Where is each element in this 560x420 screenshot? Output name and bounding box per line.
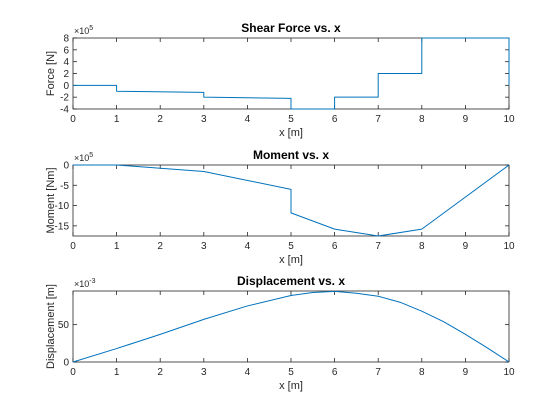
chart2-exponent-power: -3 [89, 278, 95, 285]
chart2-xtick-label: 8 [419, 367, 425, 378]
chart2-title: Displacement vs. x [237, 274, 345, 288]
chart1-xtick-label: 4 [245, 241, 251, 252]
chart1-axes: 0 1 2 3 4 5 6 7 8 9 10-15-10-50×105 Moment vs. xx [… [45, 148, 515, 266]
chart1-xtick-label: 10 [503, 241, 515, 252]
chart2-xtick-label: 1 [114, 367, 120, 378]
chart0-xtick-label: 3 [201, 114, 207, 125]
chart2-ytick-label: 50 [58, 320, 70, 331]
chart2-xtick-label: 7 [375, 367, 381, 378]
chart0-ytick-label: 0 [63, 81, 69, 92]
chart0-xtick-label: 0 [70, 114, 76, 125]
chart0-xtick-label: 1 [114, 114, 120, 125]
chart0-plot-box [72, 37, 510, 110]
chart2-xtick-label: 3 [201, 367, 207, 378]
chart0-ytick-label: -4 [60, 105, 69, 116]
chart1-xtick-label: 5 [288, 241, 294, 252]
chart0-xtick-label: 10 [503, 114, 515, 125]
chart1-exponent-power: 5 [89, 152, 93, 159]
chart2-ylabel: Displacement [m] [45, 284, 57, 369]
chart2-xtick-label: 5 [288, 367, 294, 378]
chart0-ytick-label: 2 [63, 69, 69, 80]
chart0-xtick-label: 4 [245, 114, 251, 125]
chart0-xtick-label: 9 [463, 114, 469, 125]
chart0-title: Shear Force vs. x [241, 21, 341, 35]
chart1-title: Moment vs. x [253, 148, 329, 162]
chart1-xtick-label: 2 [157, 241, 163, 252]
chart1-xtick-label: 7 [375, 241, 381, 252]
chart2-xtick-label: 0 [70, 367, 76, 378]
chart1-series-moment [73, 164, 510, 237]
chart0-xlabel: x [m] [279, 127, 303, 139]
chart0-xtick-label: 5 [288, 114, 294, 125]
chart0-ytick-label: 6 [63, 45, 69, 56]
chart0-ylabel: Force [N] [45, 51, 57, 96]
chart0-exponent-label: ×105 [74, 25, 93, 36]
chart2-exponent-label: ×10-3 [74, 278, 96, 289]
chart0-xtick-label: 6 [332, 114, 338, 125]
chart2-xtick-label: 4 [245, 367, 251, 378]
chart1-xtick-label: 0 [70, 241, 76, 252]
chart2-xtick-label: 2 [157, 367, 163, 378]
chart0-exponent-base: ×10 [74, 26, 89, 36]
chart2-plot-box [72, 290, 510, 363]
chart0-ytick-label: 4 [63, 57, 69, 68]
chart1-exponent-label: ×105 [74, 152, 93, 163]
chart0-exponent-power: 5 [89, 25, 93, 32]
chart1-xtick-label: 6 [332, 241, 338, 252]
chart2-xtick-label: 6 [332, 367, 338, 378]
chart1-ytick-label: -10 [55, 201, 70, 212]
chart0-xtick-label: 2 [157, 114, 163, 125]
chart0-series-shear [73, 37, 510, 110]
chart2-axes: 0 1 2 3 4 5 6 7 8 9 10 0 50 ×10-3 Displacement vs. x x … [45, 274, 515, 392]
chart1-exponent-base: ×10 [74, 153, 89, 163]
chart2-xtick-label: 10 [503, 367, 515, 378]
chart1-ylabel: Moment [Nm] [45, 167, 57, 233]
chart1-xtick-label: 3 [201, 241, 207, 252]
chart1-xtick-label: 1 [114, 241, 120, 252]
chart0-xtick-label: 7 [375, 114, 381, 125]
chart1-xtick-label: 8 [419, 241, 425, 252]
chart2-ytick-label: 0 [63, 358, 69, 369]
chart2-series-displacement [72, 290, 510, 363]
chart1-ytick-label: -5 [60, 181, 69, 192]
chart1-xtick-label: 9 [463, 241, 469, 252]
chart0-xtick-label: 8 [419, 114, 425, 125]
chart2-xtick-label: 9 [463, 367, 469, 378]
chart0-ytick-label: -2 [60, 93, 69, 104]
chart2-exponent-base: ×10 [74, 279, 89, 289]
chart2-xlabel: x [m] [279, 380, 303, 392]
chart1-xlabel: x [m] [279, 254, 303, 266]
chart1-ytick-label: -15 [55, 221, 70, 232]
chart1-ytick-label: 0 [63, 161, 69, 172]
chart0-ytick-label: 8 [63, 34, 69, 45]
